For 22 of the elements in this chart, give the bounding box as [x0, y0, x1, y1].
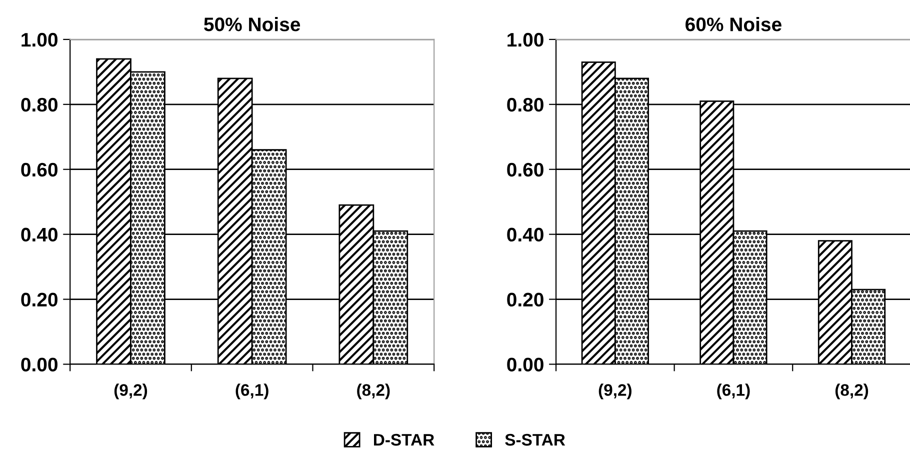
x-tick-label: (8,2) — [357, 384, 390, 400]
y-tick-label: 0.00 — [507, 358, 544, 372]
x-tick-label: (6,1) — [236, 384, 268, 400]
chart-title: 60% Noise — [686, 17, 782, 32]
y-tick-label: 0.80 — [507, 98, 544, 112]
legend-label: D-STAR — [374, 434, 434, 446]
y-tick-label: 1.00 — [508, 32, 544, 47]
y-tick-label: 0.80 — [21, 98, 58, 112]
x-tick-label: (9,2) — [598, 384, 632, 400]
y-tick-label: 0.40 — [21, 228, 58, 242]
chart-title: 50% Noise — [204, 17, 300, 32]
y-tick-label: 0.00 — [21, 358, 58, 372]
x-tick-label: (8,2) — [835, 384, 868, 400]
y-tick-label: 0.60 — [21, 162, 58, 177]
y-tick-label: 0.20 — [21, 292, 58, 307]
y-tick-label: 1.00 — [22, 32, 58, 47]
y-tick-label: 0.40 — [507, 228, 544, 242]
y-tick-label: 0.20 — [507, 292, 544, 307]
legend-label: S-STAR — [505, 434, 566, 446]
x-tick-label: (6,1) — [717, 384, 750, 400]
x-tick-label: (9,2) — [114, 384, 148, 400]
y-tick-label: 0.60 — [507, 162, 544, 177]
